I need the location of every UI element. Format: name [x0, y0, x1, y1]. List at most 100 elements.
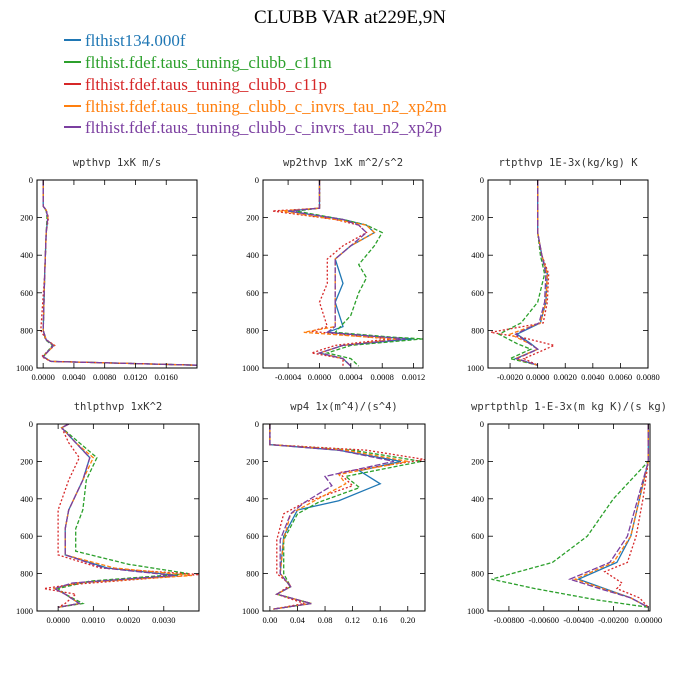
x-tick-label: 0.0020 [117, 615, 140, 625]
y-tick-label: 0 [29, 419, 33, 429]
x-tick-label: 0.0010 [82, 615, 105, 625]
legend-item: flthist.fdef.taus_tuning_clubb_c_invrs_t… [64, 97, 447, 117]
plot-frame [487, 423, 651, 612]
series-line [269, 424, 395, 610]
series-group [491, 424, 649, 608]
legend-swatch [64, 126, 81, 129]
x-tick-label: 0.0004 [339, 372, 363, 382]
y-tick-label: 0 [29, 175, 33, 185]
series-line [43, 424, 199, 608]
series-line [42, 180, 197, 366]
chart-panel: thlpthvp 1xK^2 0 200 400 600 800 1000 0.0000 0.0… [16, 401, 200, 625]
y-tick-label: 800 [20, 569, 33, 579]
x-tick-label: 0.0120 [124, 372, 147, 382]
legend-label: flthist.fdef.taus_tuning_clubb_c11p [85, 75, 328, 94]
series-line [42, 180, 197, 366]
series-line [490, 180, 557, 366]
series-line [42, 180, 197, 366]
legend: flthist134.000f flthist.fdef.taus_tuning… [0, 0, 700, 150]
x-tick-label: 0.0000 [46, 615, 69, 625]
y-tick-label: 1000 [16, 606, 33, 616]
y-tick-label: 1000 [16, 363, 33, 373]
legend-swatch [64, 83, 81, 86]
y-tick-label: 600 [471, 531, 484, 541]
plot-frame [262, 179, 424, 369]
series-group [43, 424, 199, 608]
y-tick-label: 600 [246, 288, 259, 298]
x-tick-label: 0.0040 [62, 372, 85, 382]
x-tick-label: 0.16 [373, 615, 388, 625]
x-tick-label: 0.0000 [31, 372, 54, 382]
page-title: CLUBB VAR at229E,9N [254, 7, 446, 28]
x-tick-label: -0.00200 [598, 615, 628, 625]
plot-frame [487, 179, 649, 369]
y-tick-label: 1000 [467, 606, 484, 616]
series-line [288, 180, 406, 367]
x-tick-label: -0.00600 [529, 615, 559, 625]
panel-title: wprtpthlp 1-E-3x(m kg K)/(s kg) [471, 401, 667, 413]
x-tick-label: 0.0008 [371, 372, 394, 382]
x-tick-label: 0.0000 [526, 372, 549, 382]
x-tick-label: 0.0040 [581, 372, 604, 382]
plot-frame [262, 423, 426, 612]
y-tick-label: 200 [20, 213, 33, 223]
legend-item: flthist134.000f [64, 31, 186, 51]
y-tick-label: 0 [480, 175, 484, 185]
series-line [52, 424, 193, 608]
series-line [269, 424, 408, 610]
legend-swatch [64, 61, 81, 64]
y-tick-label: 0 [480, 419, 484, 429]
y-tick-label: 400 [471, 250, 484, 260]
x-tick-label: 0.0060 [609, 372, 632, 382]
y-tick-label: 0 [255, 175, 259, 185]
y-tick-label: 1000 [242, 606, 259, 616]
legend-item: flthist.fdef.taus_tuning_clubb_c11m [64, 53, 332, 73]
y-tick-label: 600 [246, 531, 259, 541]
legend-item: flthist.fdef.taus_tuning_clubb_c11p [64, 75, 327, 95]
legend-item: flthist.fdef.taus_tuning_clubb_c_invrs_t… [64, 118, 442, 138]
x-tick-label: 0.12 [345, 615, 360, 625]
x-tick-label: -0.0004 [275, 372, 302, 382]
y-tick-label: 600 [471, 288, 484, 298]
legend-label: flthist134.000f [85, 31, 186, 50]
y-tick-label: 200 [246, 456, 259, 466]
y-tick-label: 200 [471, 213, 484, 223]
plot-frame [36, 179, 198, 369]
panel-title: rtpthvp 1E-3x(kg/kg) K [498, 157, 638, 169]
x-tick-label: 0.00 [262, 615, 277, 625]
x-tick-label: -0.00800 [494, 615, 524, 625]
y-tick-label: 600 [20, 531, 33, 541]
series-line [42, 180, 197, 366]
chart-panel: rtpthvp 1E-3x(kg/kg) K 0 200 400 600 800 1000 -… [467, 157, 660, 382]
x-tick-label: 0.0080 [636, 372, 659, 382]
x-tick-label: 0.0080 [93, 372, 116, 382]
x-tick-label: 0.0012 [402, 372, 425, 382]
series-line [497, 180, 546, 366]
x-tick-label: -0.0020 [497, 372, 523, 382]
chart-panel: wprtpthlp 1-E-3x(m kg K)/(s kg) 0 200 400 60… [467, 401, 667, 625]
x-tick-label: -0.00400 [563, 615, 593, 625]
series-line [603, 424, 649, 608]
chart-panel: wp2thvp 1xK m^2/s^2 0 200 400 600 800 1000 -0.0… [242, 157, 425, 382]
y-tick-label: 400 [471, 494, 484, 504]
x-tick-label: 0.0030 [152, 615, 175, 625]
y-tick-label: 800 [471, 569, 484, 579]
x-tick-label: 0.00000 [634, 615, 662, 625]
series-line [491, 424, 649, 608]
y-tick-label: 200 [246, 213, 259, 223]
y-tick-label: 200 [20, 456, 33, 466]
y-tick-label: 800 [246, 325, 259, 335]
y-tick-label: 400 [246, 494, 259, 504]
y-tick-label: 800 [20, 325, 33, 335]
panel-title: wp4 1x(m^4)/(s^4) [290, 401, 397, 413]
panel-title: thlpthvp 1xK^2 [74, 401, 163, 413]
series-group [269, 424, 425, 610]
y-tick-label: 600 [20, 288, 33, 298]
series-line [40, 180, 197, 366]
series-line [573, 424, 649, 608]
y-tick-label: 1000 [242, 363, 259, 373]
y-tick-label: 400 [20, 494, 33, 504]
